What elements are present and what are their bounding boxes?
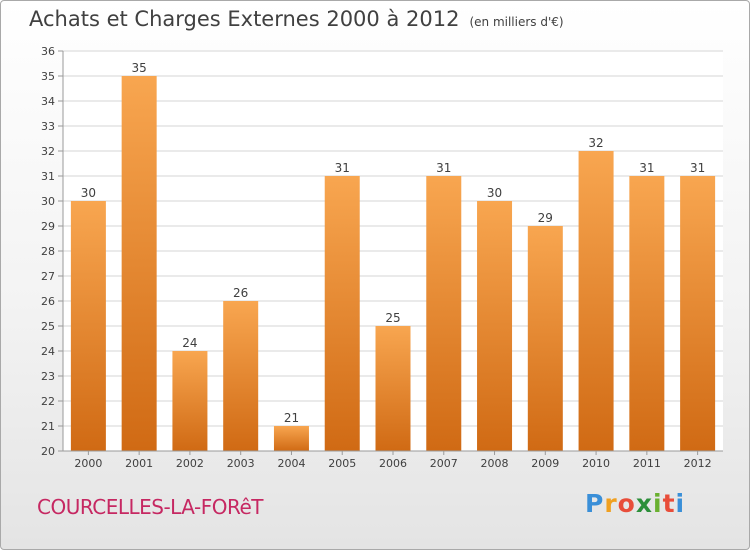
x-tick-label-2007: 2007 bbox=[430, 457, 458, 470]
x-tick-label-2008: 2008 bbox=[481, 457, 509, 470]
bar-2008 bbox=[477, 201, 513, 451]
bar-2010 bbox=[578, 151, 614, 451]
logo-letter: x bbox=[635, 489, 653, 518]
data-label-2008: 30 bbox=[487, 186, 502, 200]
bar-2006 bbox=[375, 326, 411, 451]
x-tick-label-2009: 2009 bbox=[531, 457, 559, 470]
data-label-2012: 31 bbox=[690, 161, 705, 175]
logo-letter: P bbox=[585, 489, 605, 518]
commune-name: COURCELLES-LA-FORêT bbox=[37, 495, 264, 519]
data-label-2004: 21 bbox=[284, 411, 299, 425]
proxiti-logo: Proxiti bbox=[585, 489, 685, 518]
x-tick-label-2001: 2001 bbox=[125, 457, 153, 470]
logo-letter: i bbox=[653, 489, 663, 518]
y-tick-label-29: 29 bbox=[41, 220, 55, 233]
bar-2009 bbox=[527, 226, 563, 451]
x-tick-label-2004: 2004 bbox=[277, 457, 305, 470]
x-tick-label-2012: 2012 bbox=[684, 457, 712, 470]
data-label-2005: 31 bbox=[335, 161, 350, 175]
data-label-2010: 32 bbox=[588, 136, 603, 150]
y-tick-label-26: 26 bbox=[41, 295, 55, 308]
x-tick-label-2011: 2011 bbox=[633, 457, 661, 470]
y-tick-label-34: 34 bbox=[41, 95, 55, 108]
chart-title: Achats et Charges Externes 2000 à 2012 (e… bbox=[29, 7, 564, 31]
logo-letter: i bbox=[675, 489, 686, 518]
y-axis-ticks: 20 21 22 23 24 25 26 27 28 29 30 31 32 33 34 35 36 bbox=[41, 45, 63, 458]
x-tick-label-2000: 2000 bbox=[74, 457, 102, 470]
bars: 30 35 24 26 21 31 25 31 30 29 32 31 31 bbox=[70, 61, 716, 451]
bar-2001 bbox=[121, 76, 157, 451]
bar-2012 bbox=[680, 176, 716, 451]
y-tick-label-24: 24 bbox=[41, 345, 55, 358]
y-tick-label-33: 33 bbox=[41, 120, 55, 133]
logo-letter: t bbox=[662, 489, 676, 518]
y-tick-label-25: 25 bbox=[41, 320, 55, 333]
data-label-2001: 35 bbox=[132, 61, 147, 75]
x-tick-label-2005: 2005 bbox=[328, 457, 356, 470]
logo-letter: o bbox=[617, 489, 636, 518]
bar-2005 bbox=[324, 176, 360, 451]
x-axis-ticks: 2000 2001 2002 2003 2004 2005 2006 2007 2008 2009… bbox=[74, 451, 712, 470]
y-tick-label-20: 20 bbox=[41, 445, 55, 458]
data-label-2007: 31 bbox=[436, 161, 451, 175]
bar-2002 bbox=[172, 351, 208, 451]
data-label-2006: 25 bbox=[385, 311, 400, 325]
y-tick-label-28: 28 bbox=[41, 245, 55, 258]
data-label-2003: 26 bbox=[233, 286, 248, 300]
y-tick-label-32: 32 bbox=[41, 145, 55, 158]
bar-2004 bbox=[273, 426, 309, 451]
x-tick-label-2006: 2006 bbox=[379, 457, 407, 470]
y-tick-label-30: 30 bbox=[41, 195, 55, 208]
y-tick-label-22: 22 bbox=[41, 395, 55, 408]
chart-title-text: Achats et Charges Externes 2000 à 2012 bbox=[29, 7, 460, 31]
y-tick-label-36: 36 bbox=[41, 45, 55, 58]
bar-2011 bbox=[629, 176, 665, 451]
data-label-2009: 29 bbox=[538, 211, 553, 225]
bar-2003 bbox=[223, 301, 259, 451]
bar-2000 bbox=[70, 201, 106, 451]
logo-letter: r bbox=[604, 489, 618, 518]
y-tick-label-35: 35 bbox=[41, 70, 55, 83]
x-tick-label-2003: 2003 bbox=[227, 457, 255, 470]
y-tick-label-27: 27 bbox=[41, 270, 55, 283]
bar-2007 bbox=[426, 176, 462, 451]
data-label-2000: 30 bbox=[81, 186, 96, 200]
y-tick-label-31: 31 bbox=[41, 170, 55, 183]
data-label-2002: 24 bbox=[182, 336, 197, 350]
x-tick-label-2010: 2010 bbox=[582, 457, 610, 470]
x-tick-label-2002: 2002 bbox=[176, 457, 204, 470]
chart-unit: (en milliers d'€) bbox=[469, 15, 564, 29]
data-label-2011: 31 bbox=[639, 161, 654, 175]
y-tick-label-23: 23 bbox=[41, 370, 55, 383]
y-tick-label-21: 21 bbox=[41, 420, 55, 433]
